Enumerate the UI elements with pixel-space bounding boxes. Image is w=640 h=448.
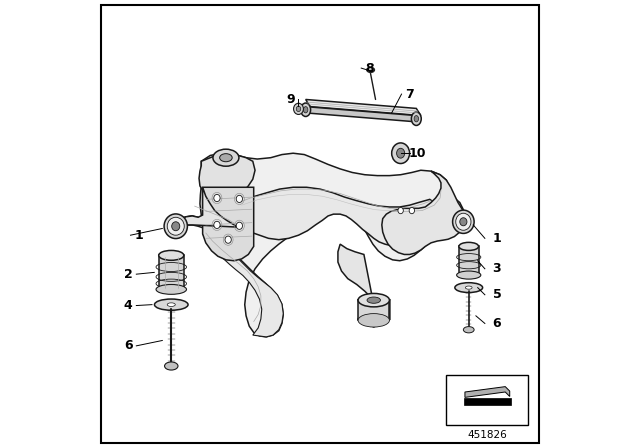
Polygon shape xyxy=(338,244,390,327)
Polygon shape xyxy=(199,153,255,198)
Polygon shape xyxy=(159,255,184,289)
Text: 8: 8 xyxy=(365,61,374,75)
Ellipse shape xyxy=(167,217,184,235)
Ellipse shape xyxy=(154,299,188,310)
Ellipse shape xyxy=(164,214,188,238)
Ellipse shape xyxy=(156,284,186,294)
Ellipse shape xyxy=(167,303,175,306)
Ellipse shape xyxy=(455,283,483,293)
Ellipse shape xyxy=(220,154,232,162)
Ellipse shape xyxy=(236,222,243,229)
Ellipse shape xyxy=(303,107,308,113)
Text: 3: 3 xyxy=(493,262,501,276)
Ellipse shape xyxy=(214,221,220,228)
Text: 1: 1 xyxy=(134,228,143,242)
Text: 4: 4 xyxy=(124,299,132,312)
Ellipse shape xyxy=(367,67,374,73)
Text: 10: 10 xyxy=(409,146,426,160)
Polygon shape xyxy=(358,300,389,320)
Ellipse shape xyxy=(398,207,403,214)
Bar xyxy=(464,398,511,405)
Ellipse shape xyxy=(296,106,301,112)
Polygon shape xyxy=(179,187,239,227)
Ellipse shape xyxy=(225,236,231,243)
Ellipse shape xyxy=(392,143,410,164)
Ellipse shape xyxy=(172,222,180,231)
Polygon shape xyxy=(465,387,509,397)
Text: 1: 1 xyxy=(493,232,501,245)
Ellipse shape xyxy=(465,286,472,289)
Ellipse shape xyxy=(294,103,303,115)
Text: 5: 5 xyxy=(493,288,501,302)
Ellipse shape xyxy=(236,195,243,202)
Ellipse shape xyxy=(456,213,471,230)
Ellipse shape xyxy=(397,148,404,158)
Ellipse shape xyxy=(452,210,474,233)
Polygon shape xyxy=(306,107,417,122)
Text: 9: 9 xyxy=(287,93,295,106)
Polygon shape xyxy=(176,153,463,337)
Ellipse shape xyxy=(159,250,184,260)
Polygon shape xyxy=(306,99,421,116)
Ellipse shape xyxy=(463,327,474,333)
Ellipse shape xyxy=(412,112,421,125)
Ellipse shape xyxy=(164,362,178,370)
Polygon shape xyxy=(382,171,464,254)
Text: 6: 6 xyxy=(493,317,501,330)
Polygon shape xyxy=(231,187,436,246)
Text: 6: 6 xyxy=(124,339,132,353)
Ellipse shape xyxy=(213,149,239,166)
Text: 7: 7 xyxy=(405,87,414,101)
Ellipse shape xyxy=(358,293,389,307)
Ellipse shape xyxy=(367,297,380,303)
Ellipse shape xyxy=(409,207,415,214)
Text: 451826: 451826 xyxy=(467,430,508,440)
Ellipse shape xyxy=(414,116,419,122)
Polygon shape xyxy=(459,246,479,275)
Ellipse shape xyxy=(460,218,467,226)
Text: 2: 2 xyxy=(124,267,132,281)
Ellipse shape xyxy=(214,194,220,202)
Ellipse shape xyxy=(301,103,310,116)
Bar xyxy=(446,375,528,425)
Polygon shape xyxy=(176,214,284,337)
Ellipse shape xyxy=(459,242,479,250)
Polygon shape xyxy=(203,187,253,261)
Ellipse shape xyxy=(456,271,481,279)
Ellipse shape xyxy=(358,314,389,327)
